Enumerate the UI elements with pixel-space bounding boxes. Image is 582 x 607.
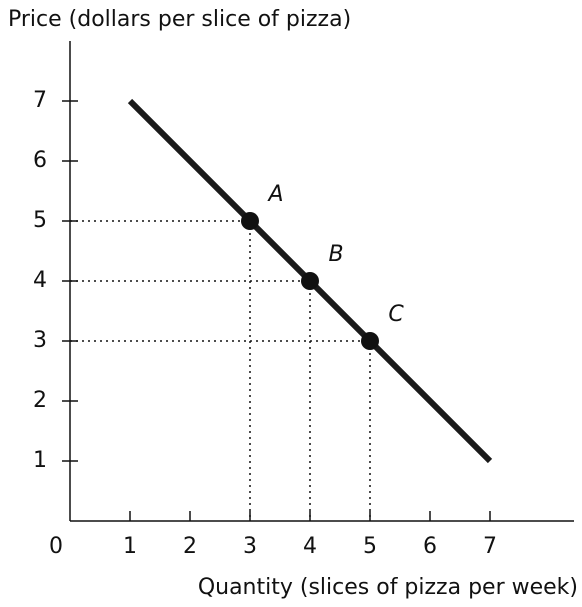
x-axis-label: Quantity (slices of pizza per week) <box>198 575 578 600</box>
x-tick-label: 4 <box>303 534 317 559</box>
x-tick-label: 5 <box>363 534 377 559</box>
y-tick-label: 2 <box>33 388 47 413</box>
x-tick-label: 1 <box>123 534 137 559</box>
y-tick-label: 4 <box>33 268 47 293</box>
y-tick-label: 6 <box>33 148 47 173</box>
x-tick-label: 3 <box>243 534 257 559</box>
y-tick-label: 7 <box>33 88 47 113</box>
y-tick-label: 1 <box>33 448 47 473</box>
y-tick-label: 5 <box>33 208 47 233</box>
point-label: B <box>328 242 343 267</box>
point <box>301 272 319 290</box>
point <box>241 212 259 230</box>
y-axis-label: Price (dollars per slice of pizza) <box>8 7 351 32</box>
x-tick-label: 2 <box>183 534 197 559</box>
y-tick-label: 3 <box>33 328 47 353</box>
point-label: C <box>388 302 404 327</box>
x-tick-label: 6 <box>423 534 437 559</box>
point <box>361 332 379 350</box>
origin-label: 0 <box>49 534 63 559</box>
point-label: A <box>266 182 283 207</box>
x-tick-label: 7 <box>483 534 497 559</box>
